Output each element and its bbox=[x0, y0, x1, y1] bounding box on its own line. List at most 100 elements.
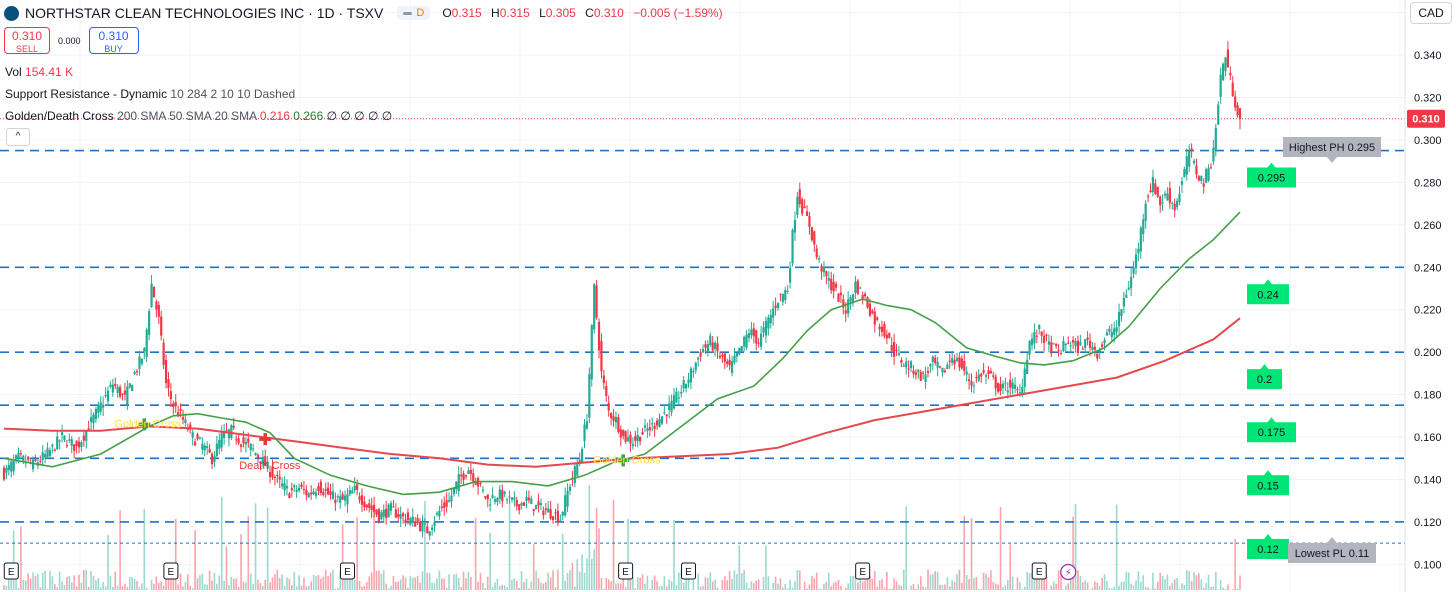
volume-bar bbox=[557, 569, 559, 590]
volume-bar bbox=[307, 585, 310, 590]
volume-bar bbox=[961, 582, 963, 590]
candle-body bbox=[784, 290, 787, 301]
price-tick-label: 0.300 bbox=[1414, 135, 1442, 147]
volume-bar bbox=[266, 507, 269, 590]
candle-body bbox=[484, 496, 487, 498]
candle-body bbox=[963, 361, 966, 372]
volume-bar bbox=[994, 583, 997, 590]
candle-body bbox=[106, 390, 110, 402]
volume-bar bbox=[1065, 585, 1067, 590]
candle-body bbox=[755, 330, 758, 344]
volume-bar bbox=[1132, 585, 1135, 590]
ohlc-high: 0.315 bbox=[499, 6, 530, 20]
volume-bar bbox=[1079, 575, 1082, 590]
volume-bar bbox=[291, 585, 293, 590]
golden-death-cross-legend[interactable]: Golden/Death Cross 200 SMA 50 SMA 20 SMA… bbox=[5, 109, 392, 123]
price-axis[interactable]: 0.3600.3400.3200.3000.2800.2600.2400.220… bbox=[1404, 0, 1445, 592]
buy-button[interactable]: 0.310 BUY bbox=[88, 27, 139, 54]
candle-body bbox=[590, 325, 593, 380]
candle-body bbox=[479, 482, 482, 484]
currency-selector[interactable]: CAD bbox=[1410, 2, 1452, 24]
volume-bar bbox=[237, 586, 240, 590]
candle-body bbox=[310, 492, 313, 495]
event-markers[interactable]: E E E E E E E ⚡ bbox=[3, 562, 1077, 581]
candle-body bbox=[1009, 379, 1012, 388]
candle-body bbox=[469, 469, 472, 474]
candle-body bbox=[237, 438, 240, 444]
volume-bar bbox=[581, 554, 583, 590]
candle-body bbox=[426, 526, 429, 534]
volume-bar bbox=[421, 571, 424, 590]
candle-body bbox=[912, 370, 915, 374]
delay-badge[interactable]: D bbox=[397, 6, 431, 20]
candle-body bbox=[839, 292, 843, 296]
candle-body bbox=[934, 357, 937, 363]
candle-body bbox=[689, 368, 693, 383]
candle-body bbox=[1219, 74, 1222, 97]
volume-bar bbox=[653, 575, 656, 590]
volume-bar bbox=[779, 578, 782, 590]
candle-body bbox=[1076, 340, 1080, 354]
candle-body bbox=[92, 414, 95, 424]
volume-bar bbox=[798, 570, 801, 590]
volume-bar bbox=[1164, 579, 1166, 590]
symbol-title[interactable]: NORTHSTAR CLEAN TECHNOLOGIES INC · 1D · … bbox=[25, 5, 384, 21]
support-resistance-legend[interactable]: Support Resistance - Dynamic 10 284 2 10… bbox=[5, 87, 295, 101]
volume-bar bbox=[416, 576, 419, 590]
candle-body bbox=[851, 294, 855, 304]
candle-body bbox=[997, 383, 1000, 392]
candle-body bbox=[1185, 156, 1188, 175]
volume-bar bbox=[281, 574, 283, 590]
sma-200-line bbox=[3, 317, 1241, 468]
volume-bar bbox=[1231, 589, 1234, 590]
volume-bar bbox=[283, 585, 286, 590]
volume-bar bbox=[982, 572, 985, 590]
volume-bar bbox=[823, 583, 825, 590]
volume-bar bbox=[716, 587, 719, 590]
candle-body bbox=[457, 474, 460, 492]
candle-body bbox=[588, 374, 591, 418]
candle-body bbox=[752, 328, 755, 337]
candle-body bbox=[984, 374, 988, 377]
candle-body bbox=[634, 436, 637, 441]
volume-bar bbox=[411, 577, 414, 590]
volume-bar bbox=[56, 587, 59, 590]
candle-body bbox=[873, 311, 876, 325]
candle-body bbox=[897, 353, 901, 356]
volume-bar bbox=[90, 571, 92, 590]
volume-bar bbox=[34, 575, 37, 590]
volume-bar bbox=[196, 578, 199, 590]
volume-bar bbox=[583, 572, 586, 590]
volume-bar bbox=[924, 587, 927, 590]
volume-bar bbox=[78, 574, 80, 590]
volume-bar bbox=[404, 577, 407, 590]
volume-bar bbox=[549, 577, 552, 590]
ohlc-close: 0.310 bbox=[593, 6, 624, 20]
volume-bar bbox=[738, 545, 741, 590]
price-tick-label: 0.100 bbox=[1414, 559, 1442, 571]
candle-body bbox=[19, 453, 23, 455]
volume-bar bbox=[803, 581, 806, 590]
candle-body bbox=[297, 487, 301, 491]
volume-bar bbox=[242, 581, 245, 590]
sell-button[interactable]: 0.310 SELL bbox=[4, 27, 50, 54]
candle-body bbox=[172, 403, 175, 408]
collapse-legend-button[interactable]: ^ bbox=[6, 128, 30, 146]
volume-bar bbox=[455, 573, 458, 590]
candle-body bbox=[893, 342, 896, 357]
candle-body bbox=[428, 531, 431, 536]
candle-body bbox=[866, 297, 869, 308]
candle-body bbox=[94, 408, 98, 420]
volume-bar bbox=[506, 587, 508, 590]
volume-bar bbox=[165, 572, 167, 590]
candle-body bbox=[445, 500, 448, 507]
candle-body bbox=[890, 344, 893, 351]
volume-bar bbox=[334, 588, 337, 590]
candle-body bbox=[946, 364, 949, 369]
candle-body bbox=[805, 211, 809, 217]
volume-bar bbox=[1106, 580, 1108, 590]
volume-legend[interactable]: Vol 154.41 K bbox=[5, 65, 73, 79]
volume-bar bbox=[489, 532, 491, 590]
volume-bar bbox=[1021, 589, 1024, 590]
